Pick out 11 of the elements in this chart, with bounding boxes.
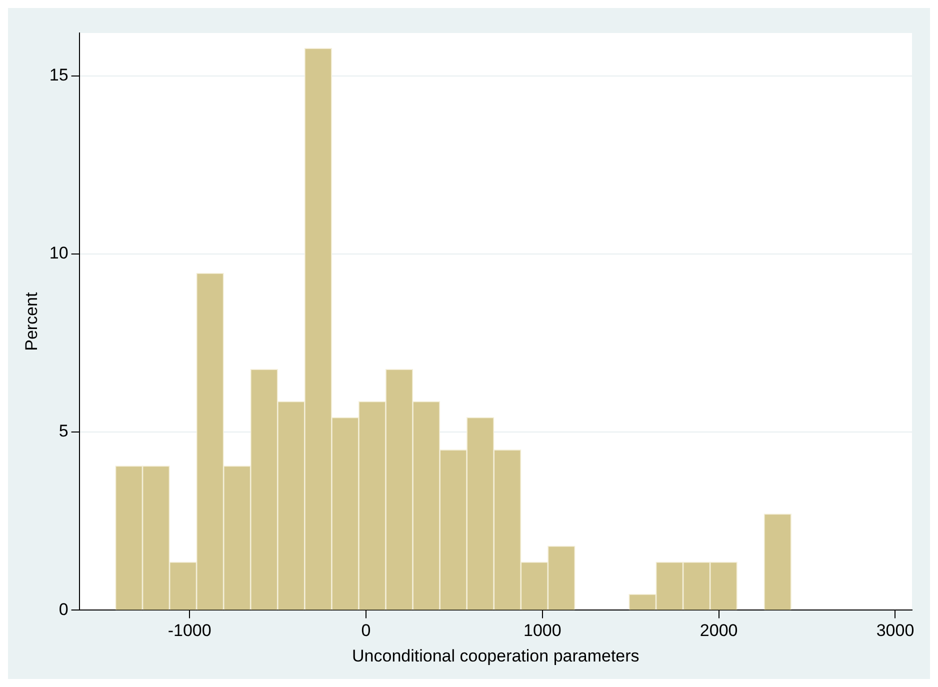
x-tick-label: 0 bbox=[361, 621, 371, 640]
y-tick-label: 10 bbox=[49, 244, 68, 263]
y-axis-title: Percent bbox=[22, 292, 41, 351]
y-tick-label: 5 bbox=[58, 422, 68, 441]
y-tick-label: 0 bbox=[58, 600, 68, 619]
x-tick-label: -1000 bbox=[168, 621, 212, 640]
x-tick-label: 3000 bbox=[876, 621, 914, 640]
x-axis-title: Unconditional cooperation parameters bbox=[352, 646, 640, 666]
y-tick-label: 15 bbox=[49, 65, 68, 84]
x-tick-label: 2000 bbox=[700, 621, 738, 640]
x-tick-label: 1000 bbox=[523, 621, 562, 640]
